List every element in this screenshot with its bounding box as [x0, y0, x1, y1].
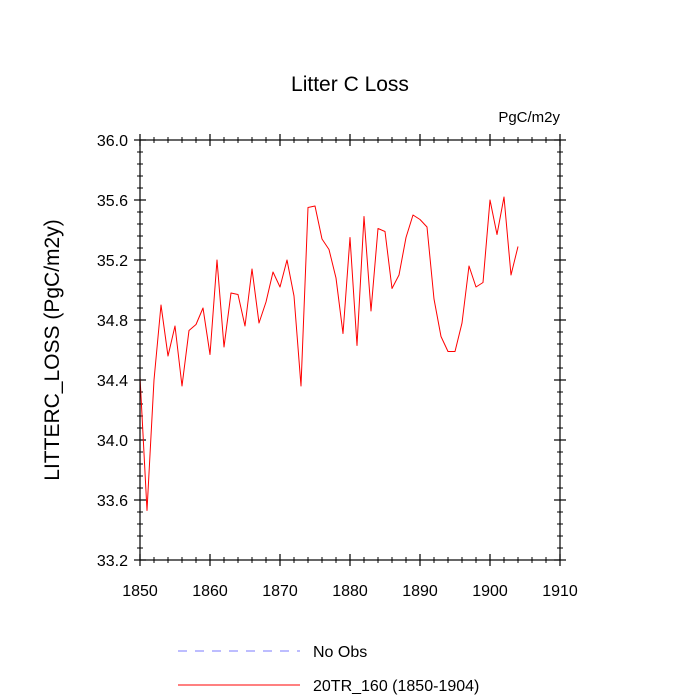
units-label: PgC/m2y: [498, 109, 560, 126]
x-axis: 1850 1860 1870 1880 1890 1900 1910: [122, 134, 578, 600]
y-tick-label: 33.2: [97, 553, 128, 570]
x-tick-label: 1900: [472, 583, 508, 600]
y-tick-label: 36.0: [97, 133, 128, 150]
y-axis-label: LITTERC_LOSS (PgC/m2y): [41, 219, 64, 480]
x-tick-label: 1860: [192, 583, 228, 600]
legend-label-20tr-160: 20TR_160 (1850-1904): [313, 678, 479, 695]
series-line-20tr-160: [139, 196, 519, 511]
y-tick-label: 34.8: [97, 313, 128, 330]
chart-title: Litter C Loss: [291, 73, 409, 96]
y-tick-label: 34.4: [97, 373, 128, 390]
plot-series: [139, 196, 519, 511]
x-tick-label: 1850: [122, 583, 158, 600]
legend: No Obs 20TR_160 (1850-1904): [178, 644, 479, 695]
x-tick-label: 1910: [542, 583, 578, 600]
legend-label-no-obs: No Obs: [313, 644, 367, 661]
plot-frame: [139, 139, 561, 561]
x-tick-label: 1870: [262, 583, 298, 600]
y-tick-label: 35.2: [97, 253, 128, 270]
y-tick-label: 35.6: [97, 193, 128, 210]
x-tick-label: 1880: [332, 583, 368, 600]
x-tick-label: 1890: [402, 583, 438, 600]
y-tick-label: 33.6: [97, 493, 128, 510]
y-tick-label: 34.0: [97, 433, 128, 450]
